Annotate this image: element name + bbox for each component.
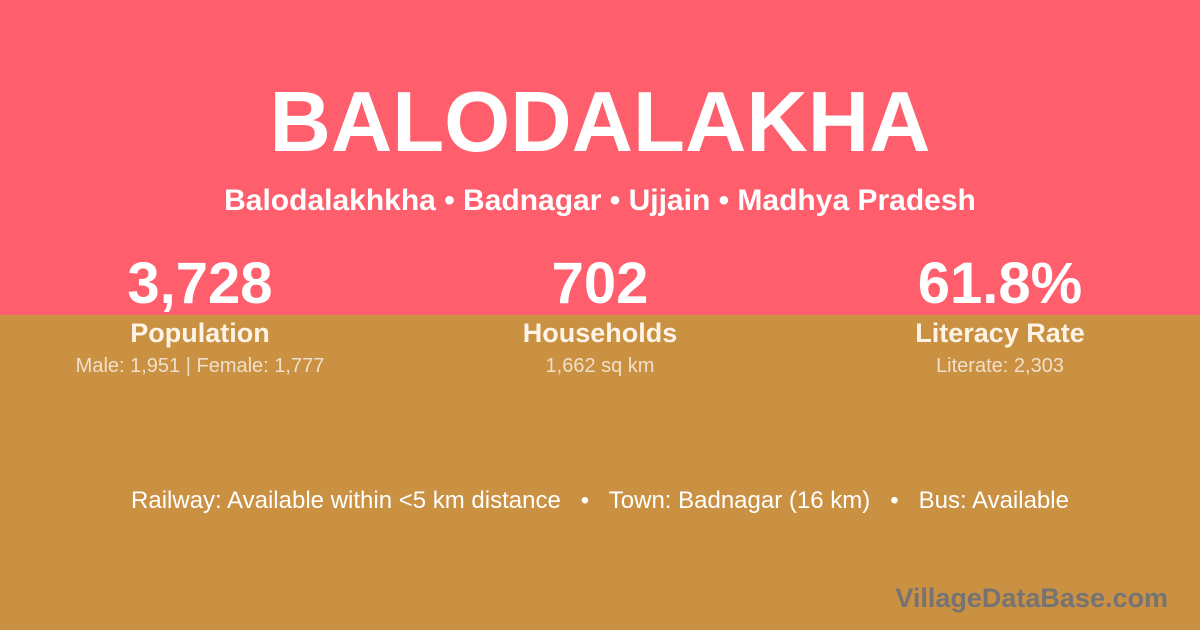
literacy-label: Literacy Rate [915,318,1085,348]
literacy-detail: Literate: 2,303 [936,355,1064,377]
stat-population: 3,728 Population Male: 1,951 | Female: 1… [0,252,400,378]
top-background [0,0,1200,315]
village-title: BALODALAKHA [269,75,931,170]
literacy-value: 61.8% [917,251,1083,316]
population-label: Population [130,318,270,348]
stat-literacy-rate: 61.8% Literacy Rate Literate: 2,303 [800,252,1200,378]
stats-row: 3,728 Population Male: 1,951 | Female: 1… [0,252,1200,378]
households-label: Households [522,318,678,348]
village-breadcrumb: Balodalakhkha • Badnagar • Ujjain • Madh… [224,184,976,217]
population-detail: Male: 1,951 | Female: 1,777 [75,355,325,377]
households-detail: 1,662 sq km [545,355,655,377]
households-value: 702 [551,251,649,316]
watermark-villagedatabase: VillageDataBase.com [895,583,1168,613]
stat-households: 702 Households 1,662 sq km [400,252,800,378]
transport-availability-info: Railway: Available within <5 km distance… [131,487,1069,514]
population-value: 3,728 [127,251,273,316]
bottom-background [0,315,1200,630]
